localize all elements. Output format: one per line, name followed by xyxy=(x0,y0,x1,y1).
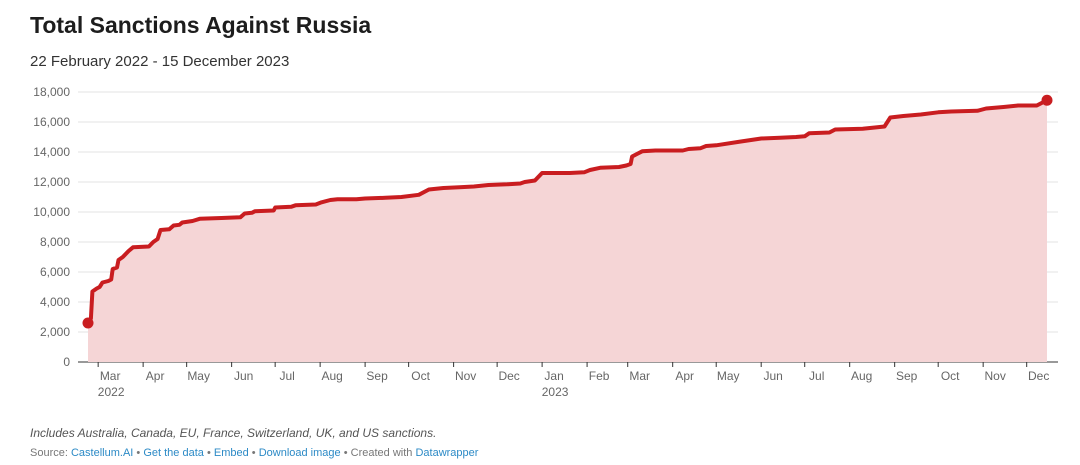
x-tick-label: Nov xyxy=(455,369,476,383)
series-area xyxy=(88,100,1047,363)
chart-notes: Includes Australia, Canada, EU, France, … xyxy=(30,426,437,440)
separator: • xyxy=(136,447,141,459)
y-tick-label: 16,000 xyxy=(33,115,70,129)
x-tick-label: Jun xyxy=(234,369,253,383)
start-point-marker xyxy=(82,317,94,329)
x-tick-label: Jun xyxy=(764,369,783,383)
created-with-text: Created with xyxy=(350,447,413,459)
x-tick-label: May xyxy=(187,369,210,383)
series-line xyxy=(86,98,1049,325)
x-tick-label: Jul xyxy=(809,369,824,383)
x-tick-label: Oct xyxy=(411,369,430,383)
y-tick-label: 6,000 xyxy=(40,265,70,279)
separator: • xyxy=(251,447,256,459)
datawrapper-link[interactable]: Datawrapper xyxy=(415,447,479,459)
x-tick-label: Apr xyxy=(675,369,694,383)
y-tick-label: 14,000 xyxy=(33,145,70,159)
y-tick-label: 12,000 xyxy=(33,175,70,189)
y-tick-label: 10,000 xyxy=(33,205,70,219)
x-tick-year-label: 2023 xyxy=(542,385,569,399)
x-tick-label: Apr xyxy=(146,369,165,383)
x-tick-label: Mar xyxy=(100,369,121,383)
x-tick-label: Sep xyxy=(896,369,918,383)
x-tick-year-label: 2022 xyxy=(98,385,125,399)
endpoint-markers xyxy=(82,94,1053,329)
embed-link[interactable]: Embed xyxy=(213,447,249,459)
x-tick-label: Jan xyxy=(544,369,563,383)
y-axis: 0 2,000 4,000 6,000 8,000 10,000 12,000 14,000 1… xyxy=(33,85,70,369)
line-layer xyxy=(86,98,1049,325)
chart-title: Total Sanctions Against Russia xyxy=(30,12,372,38)
x-tick-label: Jul xyxy=(279,369,294,383)
source-link[interactable]: Castellum.AI xyxy=(70,447,134,459)
separator: • xyxy=(343,447,348,459)
y-tick-label: 18,000 xyxy=(33,85,70,99)
x-tick-label: Nov xyxy=(984,369,1005,383)
x-tick-label: Sep xyxy=(366,369,388,383)
x-axis: Mar 2022 Apr May Jun Jul Aug Sep Oct Nov Dec Jan 202… xyxy=(97,362,1049,399)
end-point-marker xyxy=(1041,94,1053,106)
separator: • xyxy=(206,447,211,459)
x-tick-label: Oct xyxy=(941,369,960,383)
x-tick-label: Feb xyxy=(589,369,610,383)
x-tick-label: Aug xyxy=(321,369,342,383)
download-image-link[interactable]: Download image xyxy=(258,447,341,459)
area-layer xyxy=(88,100,1047,363)
source-prefix: Source: xyxy=(30,447,68,459)
source-line: Source: Castellum.AI • Get the data • Em… xyxy=(30,447,478,459)
y-tick-label: 8,000 xyxy=(40,235,70,249)
y-tick-label: 0 xyxy=(63,355,70,369)
y-tick-label: 4,000 xyxy=(40,295,70,309)
area-chart: 0 2,000 4,000 6,000 8,000 10,000 12,000 14,000 1… xyxy=(33,85,1058,399)
x-tick-label: May xyxy=(717,369,740,383)
x-tick-label: Mar xyxy=(629,369,650,383)
get-data-link[interactable]: Get the data xyxy=(143,447,204,459)
x-tick-label: Dec xyxy=(1028,369,1049,383)
chart-subtitle: 22 February 2022 - 15 December 2023 xyxy=(30,53,290,70)
x-tick-label: Aug xyxy=(851,369,872,383)
y-tick-label: 2,000 xyxy=(40,325,70,339)
x-tick-label: Dec xyxy=(498,369,519,383)
